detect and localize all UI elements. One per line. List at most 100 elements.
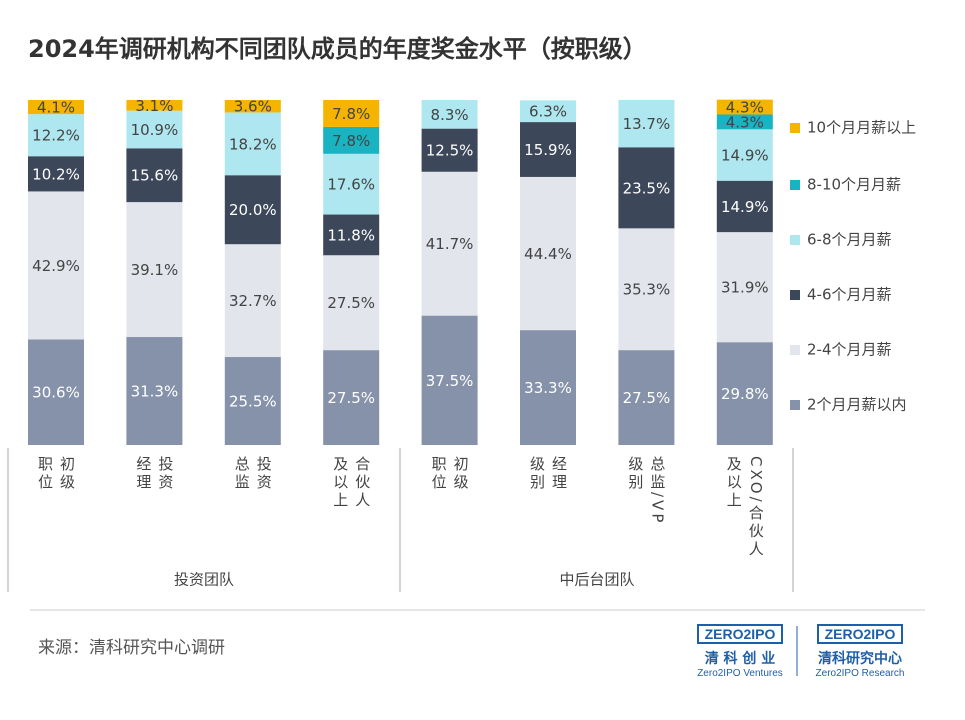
bar-segment xyxy=(28,114,84,157)
value-label: 12.2% xyxy=(32,127,80,145)
value-label: 39.1% xyxy=(131,261,179,279)
value-label: 17.6% xyxy=(327,176,375,194)
bar-segment xyxy=(421,128,478,172)
value-label: 15.6% xyxy=(131,167,179,185)
value-label: 27.5% xyxy=(327,294,375,312)
bar-segment xyxy=(126,202,183,338)
value-label: 13.7% xyxy=(623,115,671,133)
value-label: 7.8% xyxy=(332,105,370,123)
legend-label: 6-8个月月薪 xyxy=(807,231,892,249)
bar-segment xyxy=(323,214,380,256)
legend-label: 10个月月薪以上 xyxy=(807,119,916,137)
bar-segment xyxy=(618,100,675,148)
x-tick-label: 经理级别 xyxy=(528,456,568,492)
bar-segment xyxy=(716,232,773,343)
bar-segment xyxy=(28,191,84,340)
bar-segment xyxy=(716,342,773,445)
bar-segment xyxy=(716,99,773,115)
x-tick-label: CXO/合伙人及以上 xyxy=(724,456,765,559)
logo: ZERO2IPO 清科研究中心 Zero2IPO Research xyxy=(800,624,920,679)
legend-swatch xyxy=(790,235,800,245)
bar-segment xyxy=(323,255,380,351)
legend-swatch xyxy=(790,400,800,410)
legend-label: 8-10个月月薪 xyxy=(807,176,901,194)
value-label: 4.3% xyxy=(726,99,764,117)
x-tick-label: 合伙人及以上 xyxy=(331,456,372,510)
bar-segment xyxy=(520,176,576,331)
value-label: 15.9% xyxy=(524,141,572,159)
bar-segment xyxy=(421,315,478,445)
bar-segment xyxy=(716,180,773,233)
bar-segment xyxy=(323,100,380,127)
value-label: 41.7% xyxy=(426,235,474,253)
bar-segment xyxy=(224,357,281,445)
logo-brand: ZERO2IPO xyxy=(816,624,904,644)
x-tick-label: 投资总监 xyxy=(232,456,273,492)
legend-swatch xyxy=(790,345,800,355)
value-label: 20.0% xyxy=(229,201,277,219)
value-label: 3.6% xyxy=(234,98,272,116)
bar-segment xyxy=(323,153,380,215)
logo-english: Zero2IPO Ventures xyxy=(697,668,783,679)
bar-segment xyxy=(126,100,183,111)
x-tick-label: 初级职位 xyxy=(36,456,76,492)
bar-segment xyxy=(323,350,380,445)
bar-segment xyxy=(224,112,281,176)
value-label: 7.8% xyxy=(332,132,370,150)
value-label: 35.3% xyxy=(623,281,671,299)
bar-segment xyxy=(126,110,183,149)
bar-segment xyxy=(421,100,478,129)
bar-segment xyxy=(618,147,675,229)
value-label: 30.6% xyxy=(32,384,80,402)
logo-english: Zero2IPO Research xyxy=(815,668,905,679)
legend-swatch xyxy=(790,123,800,133)
value-label: 10.9% xyxy=(131,121,179,139)
value-label: 10.2% xyxy=(32,165,80,183)
x-tick-label: 初级职位 xyxy=(429,456,470,492)
logo-name: 清 科 创 业 xyxy=(704,651,776,667)
bar-segment xyxy=(224,244,281,358)
value-label: 44.4% xyxy=(524,245,572,263)
value-label: 27.5% xyxy=(623,389,671,407)
logo-name: 清科研究中心 xyxy=(818,651,902,667)
x-tick-label: 总监/VP级别 xyxy=(626,456,667,526)
bar-segment xyxy=(716,129,773,181)
value-label: 42.9% xyxy=(32,257,80,275)
legend-label: 2个月月薪以内 xyxy=(807,396,907,414)
value-label: 32.7% xyxy=(229,292,277,310)
value-label: 18.2% xyxy=(229,135,277,153)
legend-swatch xyxy=(790,290,800,300)
x-tick-label: 投资经理 xyxy=(134,456,175,492)
value-label: 37.5% xyxy=(426,372,474,390)
bar-segment xyxy=(716,114,773,130)
value-label: 31.3% xyxy=(131,383,179,401)
source: 来源：清科研究中心调研 xyxy=(38,638,225,658)
bar-segment xyxy=(224,175,281,245)
value-label: 6.3% xyxy=(529,103,567,121)
value-label: 25.5% xyxy=(229,393,277,411)
value-label: 8.3% xyxy=(431,106,469,124)
bar-segment xyxy=(520,100,576,123)
bar-segment xyxy=(323,126,380,154)
bar-segment xyxy=(28,339,84,445)
bar-segment xyxy=(28,100,84,115)
group-label: 投资团队 xyxy=(174,571,234,589)
bar-segment xyxy=(421,171,478,316)
bar-segment xyxy=(618,228,675,351)
value-label: 14.9% xyxy=(721,147,769,165)
value-label: 14.9% xyxy=(721,198,769,216)
legend-swatch xyxy=(790,180,800,190)
value-label: 29.8% xyxy=(721,385,769,403)
bar-segment xyxy=(126,148,183,203)
group-label: 中后台团队 xyxy=(559,571,634,589)
legend-label: 4-6个月月薪 xyxy=(807,286,892,304)
value-label: 23.5% xyxy=(623,179,671,197)
value-label: 31.9% xyxy=(721,279,769,297)
value-label: 3.1% xyxy=(135,97,173,115)
value-label: 27.5% xyxy=(327,389,375,407)
chart-title: 2024年调研机构不同团队成员的年度奖金水平（按职级） xyxy=(28,35,647,63)
bar-segment xyxy=(224,100,281,113)
value-label: 4.3% xyxy=(726,113,764,131)
